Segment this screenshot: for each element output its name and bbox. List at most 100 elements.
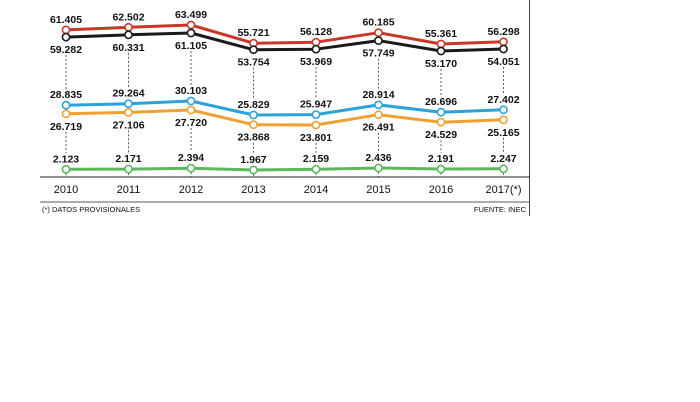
- data-label: 23.801: [300, 132, 332, 144]
- series-line: [65, 108, 504, 127]
- data-label: 26.696: [425, 96, 457, 108]
- data-label: 26.719: [50, 121, 82, 133]
- data-label: 55.361: [425, 28, 457, 40]
- data-point: [186, 163, 196, 173]
- data-point: [124, 22, 133, 32]
- data-point: [311, 110, 321, 119]
- data-label: 61.405: [50, 14, 82, 26]
- data-point: [436, 164, 446, 174]
- data-point: [249, 165, 258, 175]
- data-label: 2.123: [53, 153, 79, 165]
- data-label: 23.868: [237, 132, 269, 144]
- data-point: [499, 105, 508, 115]
- data-label: 25.829: [237, 99, 269, 111]
- data-label: 54.051: [487, 56, 519, 68]
- data-point: [61, 32, 71, 42]
- data-label: 29.264: [112, 88, 144, 100]
- data-label: 53.754: [237, 57, 269, 69]
- data-point: [436, 46, 446, 56]
- footnote: (*) DATOS PROVISIONALES: [42, 205, 140, 214]
- data-label: 1.967: [240, 154, 266, 166]
- data-label: 27.402: [487, 94, 519, 106]
- x-tick-label: 2016: [429, 184, 453, 196]
- data-label: 2.394: [178, 152, 204, 164]
- x-tick-label: 2015: [366, 184, 390, 196]
- x-tick-label: 2017(*): [485, 184, 521, 196]
- data-point: [186, 28, 196, 38]
- data-point: [436, 107, 446, 117]
- data-label: 56.128: [300, 26, 332, 38]
- data-points: [61, 20, 508, 175]
- data-label: 53.170: [425, 58, 457, 70]
- data-point: [186, 105, 196, 115]
- data-point: [374, 36, 383, 45]
- data-point: [499, 37, 508, 47]
- data-label: 62.502: [112, 11, 144, 23]
- data-label: 56.298: [487, 26, 519, 38]
- data-point: [249, 45, 258, 55]
- x-tick-labels: 2010 2011 2012 2013 2014 2015 2016 2017(*): [54, 184, 522, 196]
- data-point: [374, 110, 383, 120]
- data-label: 27.106: [112, 119, 144, 131]
- data-label: 2.171: [115, 153, 141, 165]
- x-tick-label: 2012: [179, 184, 203, 196]
- data-point: [436, 39, 446, 49]
- data-label: 28.914: [362, 89, 394, 101]
- data-label: 2.159: [303, 153, 329, 165]
- data-point: [499, 115, 508, 125]
- line-chart: 61.405 62.502 63.499 55.721 56.128 60.185 55.3…: [40, 0, 530, 216]
- data-point: [311, 44, 321, 54]
- data-point: [124, 164, 133, 174]
- data-point: [124, 108, 133, 117]
- x-tick-label: 2010: [54, 184, 78, 196]
- data-point: [249, 120, 258, 130]
- data-point: [499, 164, 508, 174]
- chart: 61.405 62.502 63.499 55.721 56.128 60.185 55.3…: [40, 0, 530, 218]
- data-point: [249, 110, 258, 120]
- series-line: [65, 99, 504, 117]
- data-point: [61, 109, 71, 119]
- data-label: 25.947: [300, 99, 332, 111]
- data-label: 61.105: [175, 40, 207, 52]
- data-point: [311, 37, 321, 47]
- data-label: 53.969: [300, 56, 332, 68]
- source-note: FUENTE: INEC: [474, 205, 527, 214]
- data-label: 25.165: [487, 127, 519, 139]
- data-label: 57.749: [362, 48, 394, 60]
- x-tick-label: 2014: [304, 184, 328, 196]
- data-point: [436, 117, 446, 127]
- data-point: [124, 30, 133, 40]
- series-lines: [65, 23, 504, 172]
- data-point: [124, 99, 133, 109]
- data-label: 24.529: [425, 129, 457, 141]
- data-label: 55.721: [237, 27, 269, 39]
- data-label: 2.191: [428, 153, 454, 165]
- data-label: 2.436: [365, 152, 391, 164]
- data-point: [61, 100, 71, 110]
- x-tick-label: 2011: [117, 184, 141, 196]
- data-labels: 61.405 62.502 63.499 55.721 56.128 60.185 55.3…: [50, 9, 520, 166]
- data-point: [499, 44, 508, 54]
- series-line: [65, 166, 504, 172]
- data-label: 30.103: [175, 85, 207, 97]
- x-tick-label: 2013: [241, 184, 265, 196]
- data-point: [186, 20, 196, 30]
- data-label: 27.720: [175, 117, 207, 129]
- data-label: 63.499: [175, 9, 207, 21]
- data-label: 2.247: [490, 153, 516, 165]
- data-point: [186, 96, 196, 106]
- data-label: 28.835: [50, 89, 82, 101]
- leader-lines: [65, 51, 504, 177]
- data-point: [374, 28, 383, 38]
- data-label: 26.491: [362, 122, 394, 134]
- data-point: [311, 164, 321, 174]
- data-label: 59.282: [50, 44, 82, 56]
- data-point: [61, 164, 71, 174]
- data-point: [374, 100, 383, 110]
- series-line: [65, 31, 504, 53]
- data-point: [61, 25, 71, 35]
- data-point: [374, 163, 383, 173]
- data-label: 60.185: [362, 17, 394, 29]
- data-label: 60.331: [112, 42, 144, 54]
- data-point: [311, 120, 321, 130]
